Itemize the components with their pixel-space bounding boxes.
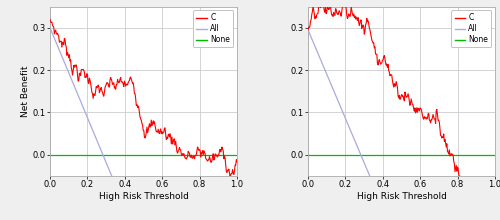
X-axis label: High Risk Threshold: High Risk Threshold [356, 192, 446, 201]
X-axis label: High Risk Threshold: High Risk Threshold [98, 192, 188, 201]
Legend: C, All, None: C, All, None [194, 10, 233, 47]
Legend: C, All, None: C, All, None [452, 10, 491, 47]
Y-axis label: Net Benefit: Net Benefit [21, 66, 30, 117]
